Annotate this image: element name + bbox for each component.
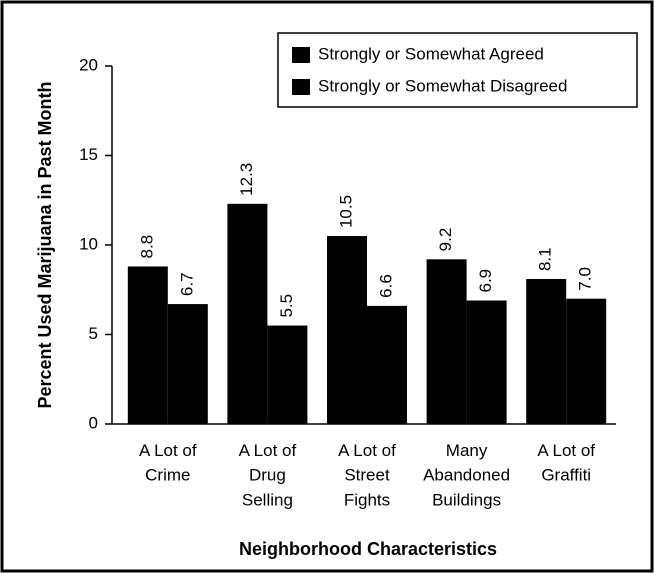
value-label: 6.6: [376, 274, 395, 298]
y-tick-label: 10: [79, 234, 98, 253]
value-label: 9.2: [436, 228, 455, 252]
y-tick-label: 20: [79, 55, 98, 74]
value-label: 6.7: [177, 272, 196, 296]
value-label: 5.5: [277, 294, 296, 318]
x-tick-label: A Lot of Street Fights: [338, 441, 396, 509]
bar: [466, 300, 507, 424]
legend-label: Strongly or Somewhat Disagreed: [318, 76, 567, 95]
bar: [566, 298, 607, 424]
bar: [127, 266, 168, 424]
x-tick-label: A Lot of Crime: [139, 441, 197, 485]
y-tick-label: 5: [89, 324, 98, 343]
legend-label: Strongly or Somewhat Agreed: [318, 44, 544, 63]
bar: [367, 305, 407, 424]
value-label: 7.0: [576, 267, 595, 291]
value-label: 12.3: [237, 163, 256, 196]
bar: [526, 279, 567, 424]
y-axis-title: Percent Used Marijuana in Past Month: [35, 81, 55, 408]
value-label: 8.1: [536, 247, 555, 271]
bar: [426, 259, 467, 424]
x-tick-label: A Lot of Drug Selling: [239, 441, 297, 509]
value-label: 10.5: [336, 195, 355, 228]
legend-box: [277, 32, 638, 108]
value-label: 6.9: [476, 269, 495, 293]
bar: [167, 304, 208, 424]
bar: [267, 325, 308, 424]
y-tick-label: 15: [79, 145, 98, 164]
y-tick-label: 0: [89, 413, 98, 432]
value-label: 8.8: [137, 235, 156, 259]
bar: [327, 236, 367, 424]
x-tick-label: A Lot of Graffiti: [537, 441, 595, 485]
bar: [227, 203, 268, 424]
x-tick-label: Many Abandoned Buildings: [423, 441, 510, 509]
legend-swatch: [292, 79, 310, 95]
legend-swatch: [292, 47, 310, 63]
x-axis-title: Neighborhood Characteristics: [239, 539, 497, 559]
